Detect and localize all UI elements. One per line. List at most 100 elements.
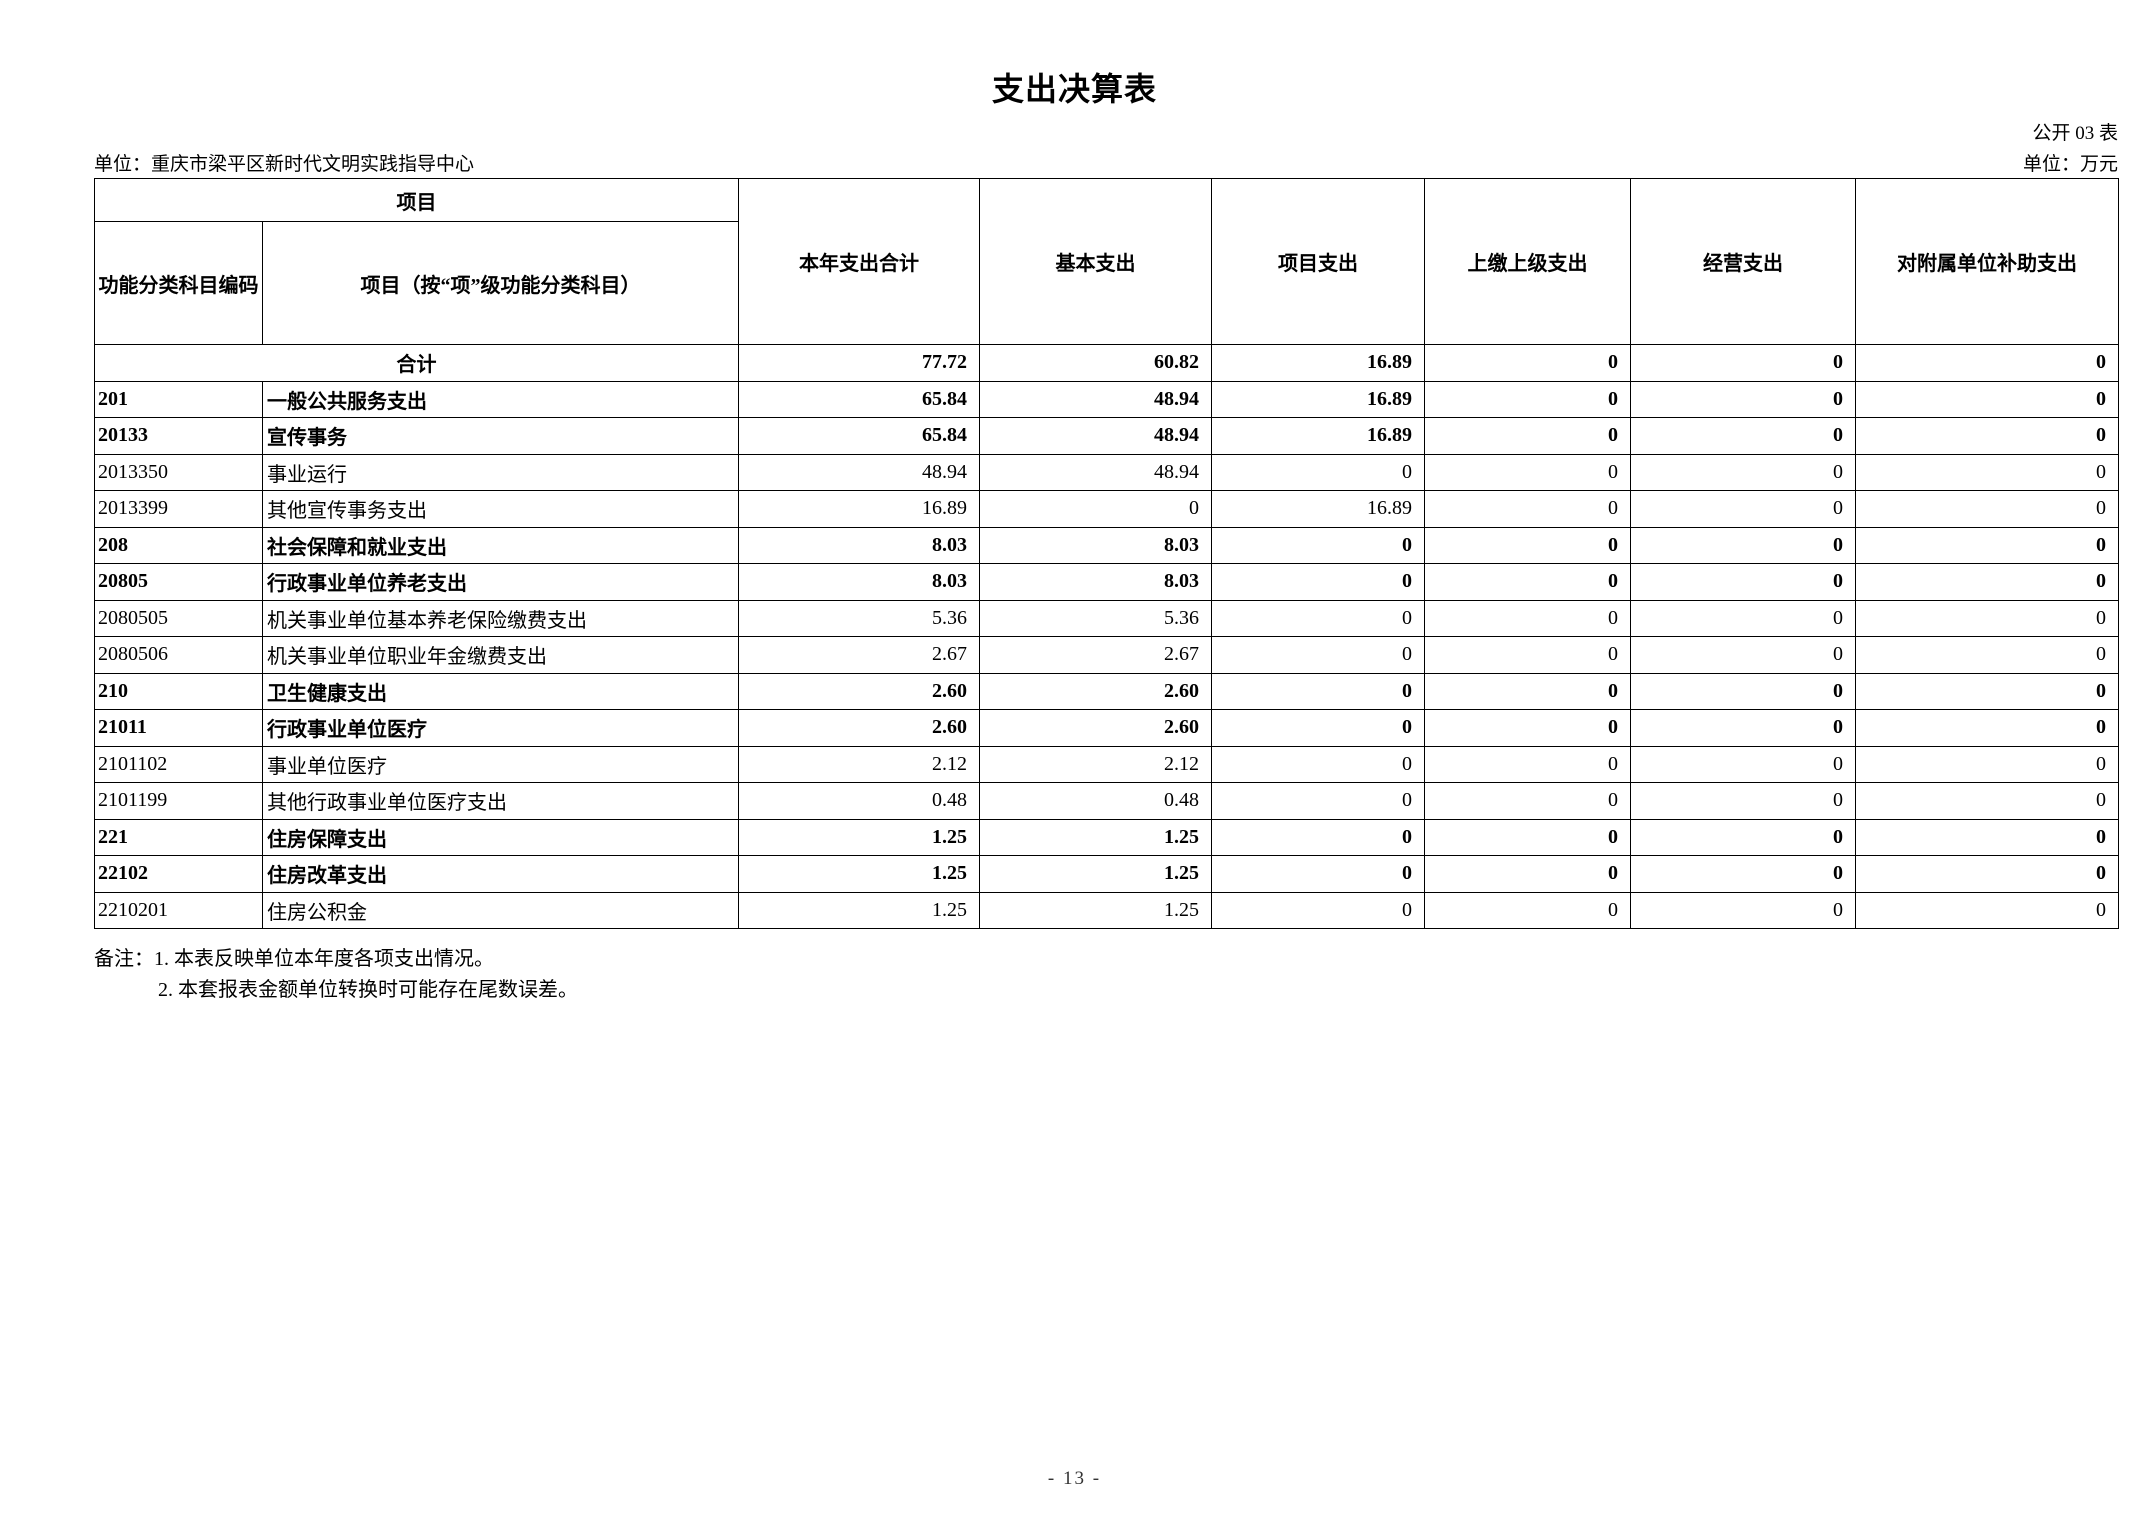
cell-basic: 60.82 xyxy=(979,344,1212,382)
cell-project: 16.89 xyxy=(1211,417,1425,455)
cell-total: 2.67 xyxy=(738,636,980,674)
cell-project: 0 xyxy=(1211,453,1425,491)
row-code: 2013350 xyxy=(94,453,263,491)
cell-project: 0 xyxy=(1211,526,1425,564)
header-project-group: 项目 xyxy=(94,178,739,222)
cell-subsidy: 0 xyxy=(1855,380,2119,418)
notes: 备注：1. 本表反映单位本年度各项支出情况。 2. 本套报表金额单位转换时可能存… xyxy=(94,944,578,1006)
cell-project: 0 xyxy=(1211,745,1425,783)
cell-basic: 8.03 xyxy=(979,563,1212,601)
table-row: 2101102 事业单位医疗 2.12 2.12 0 0 0 0 xyxy=(94,745,2119,783)
cell-basic: 48.94 xyxy=(979,453,1212,491)
cell-total: 77.72 xyxy=(738,344,980,382)
cell-upper: 0 xyxy=(1424,636,1631,674)
cell-upper: 0 xyxy=(1424,599,1631,637)
cell-basic: 2.60 xyxy=(979,672,1212,710)
cell-upper: 0 xyxy=(1424,672,1631,710)
cell-subsidy: 0 xyxy=(1855,891,2119,929)
table-row: 2210201 住房公积金 1.25 1.25 0 0 0 0 xyxy=(94,891,2119,929)
table-row: 22102 住房改革支出 1.25 1.25 0 0 0 0 xyxy=(94,855,2119,893)
cell-total: 5.36 xyxy=(738,599,980,637)
cell-project: 0 xyxy=(1211,709,1425,747)
row-code: 210 xyxy=(94,672,263,710)
table-row: 2013350 事业运行 48.94 48.94 0 0 0 0 xyxy=(94,453,2119,491)
page-number: - 13 - xyxy=(1047,1468,1102,1489)
cell-operating: 0 xyxy=(1630,891,1856,929)
cell-total: 2.60 xyxy=(738,709,980,747)
row-code: 20805 xyxy=(94,563,263,601)
row-code: 208 xyxy=(94,526,263,564)
cell-basic: 48.94 xyxy=(979,417,1212,455)
cell-total: 65.84 xyxy=(738,380,980,418)
cell-project: 0 xyxy=(1211,672,1425,710)
row-code: 22102 xyxy=(94,855,263,893)
cell-basic: 1.25 xyxy=(979,891,1212,929)
table-row: 208 社会保障和就业支出 8.03 8.03 0 0 0 0 xyxy=(94,526,2119,564)
table-row: 2080506 机关事业单位职业年金缴费支出 2.67 2.67 0 0 0 0 xyxy=(94,636,2119,674)
cell-total: 1.25 xyxy=(738,855,980,893)
row-name: 机关事业单位基本养老保险缴费支出 xyxy=(262,599,739,637)
page-title: 支出决算表 xyxy=(991,71,1157,107)
cell-subsidy: 0 xyxy=(1855,672,2119,710)
cell-total: 1.25 xyxy=(738,891,980,929)
cell-subsidy: 0 xyxy=(1855,855,2119,893)
table-body: 合计 77.72 60.82 16.89 0 0 0 201 一般公共服务支出 65.84 48.9… xyxy=(94,344,2119,929)
cell-operating: 0 xyxy=(1630,636,1856,674)
cell-basic: 0 xyxy=(979,490,1212,528)
cell-subsidy: 0 xyxy=(1855,709,2119,747)
cell-subsidy: 0 xyxy=(1855,636,2119,674)
note-line-1: 备注：1. 本表反映单位本年度各项支出情况。 xyxy=(94,948,494,970)
cell-operating: 0 xyxy=(1630,453,1856,491)
form-code-label: 公开 03 表 xyxy=(2032,123,2118,144)
cell-subsidy: 0 xyxy=(1855,745,2119,783)
header-total-col: 本年支出合计 xyxy=(738,178,980,345)
row-code: 2101199 xyxy=(94,782,263,820)
row-code: 201 xyxy=(94,380,263,418)
header-row-sub: 功能分类科目编码 项目（按“项”级功能分类科目） xyxy=(94,221,2119,345)
cell-upper: 0 xyxy=(1424,782,1631,820)
row-name: 事业运行 xyxy=(262,453,739,491)
cell-operating: 0 xyxy=(1630,709,1856,747)
cell-basic: 1.25 xyxy=(979,855,1212,893)
cell-upper: 0 xyxy=(1424,818,1631,856)
cell-operating: 0 xyxy=(1630,344,1856,382)
table-row: 合计 77.72 60.82 16.89 0 0 0 xyxy=(94,344,2119,382)
row-code: 20133 xyxy=(94,417,263,455)
cell-upper: 0 xyxy=(1424,563,1631,601)
table-row: 201 一般公共服务支出 65.84 48.94 16.89 0 0 0 xyxy=(94,380,2119,418)
cell-total: 1.25 xyxy=(738,818,980,856)
cell-total: 0.48 xyxy=(738,782,980,820)
row-name: 社会保障和就业支出 xyxy=(262,526,739,564)
cell-subsidy: 0 xyxy=(1855,344,2119,382)
cell-upper: 0 xyxy=(1424,453,1631,491)
row-code: 2080506 xyxy=(94,636,263,674)
cell-project: 0 xyxy=(1211,818,1425,856)
row-name: 住房公积金 xyxy=(262,891,739,929)
header-project-col: 项目支出 xyxy=(1211,178,1425,345)
cell-upper: 0 xyxy=(1424,855,1631,893)
cell-subsidy: 0 xyxy=(1855,417,2119,455)
cell-operating: 0 xyxy=(1630,599,1856,637)
cell-total: 65.84 xyxy=(738,417,980,455)
cell-operating: 0 xyxy=(1630,745,1856,783)
row-name: 机关事业单位职业年金缴费支出 xyxy=(262,636,739,674)
table-row: 210 卫生健康支出 2.60 2.60 0 0 0 0 xyxy=(94,672,2119,710)
cell-subsidy: 0 xyxy=(1855,818,2119,856)
cell-subsidy: 0 xyxy=(1855,563,2119,601)
table-row: 221 住房保障支出 1.25 1.25 0 0 0 0 xyxy=(94,818,2119,856)
row-code: 2013399 xyxy=(94,490,263,528)
cell-project: 0 xyxy=(1211,563,1425,601)
row-name: 住房改革支出 xyxy=(262,855,739,893)
cell-subsidy: 0 xyxy=(1855,526,2119,564)
expenditure-table: 项目 本年支出合计 基本支出 项目支出 上缴上级支出 经营支出 对附属单位补助支… xyxy=(94,178,2119,929)
cell-upper: 0 xyxy=(1424,380,1631,418)
row-name: 卫生健康支出 xyxy=(262,672,739,710)
table-row: 2101199 其他行政事业单位医疗支出 0.48 0.48 0 0 0 0 xyxy=(94,782,2119,820)
unit-row: 单位：重庆市梁平区新时代文明实践指导中心 单位：万元 xyxy=(94,149,2118,176)
row-name: 住房保障支出 xyxy=(262,818,739,856)
table-row: 2080505 机关事业单位基本养老保险缴费支出 5.36 5.36 0 0 0 0 xyxy=(94,599,2119,637)
cell-project: 0 xyxy=(1211,636,1425,674)
row-name: 事业单位医疗 xyxy=(262,745,739,783)
cell-basic: 2.60 xyxy=(979,709,1212,747)
cell-subsidy: 0 xyxy=(1855,599,2119,637)
